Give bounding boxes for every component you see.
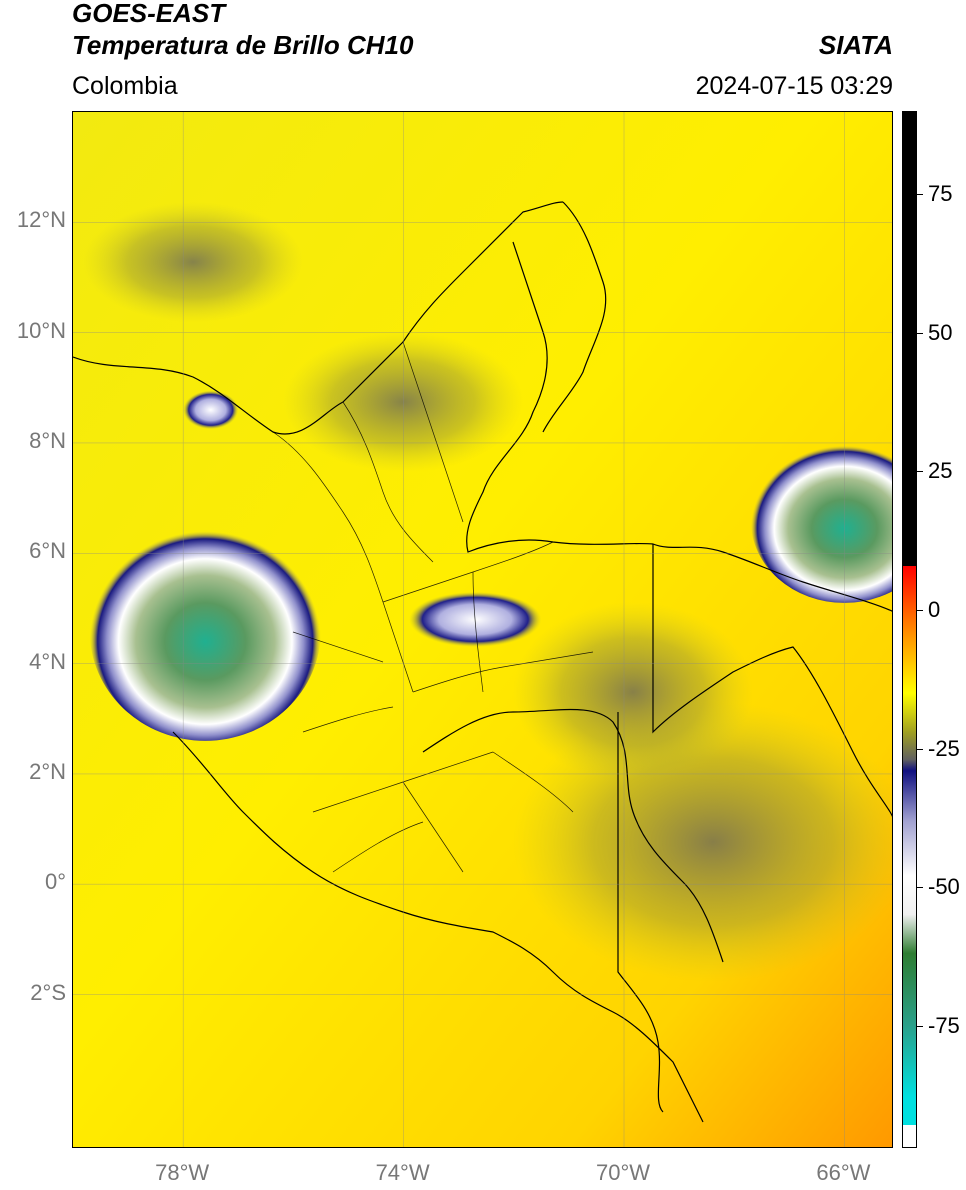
lat-label: 10°N (16, 317, 66, 343)
lat-label: 8°N (29, 427, 66, 453)
map-panel[interactable] (72, 111, 893, 1148)
colorbar-tick-mark (917, 748, 923, 750)
lon-label: 74°W (375, 1160, 430, 1185)
brightness-temperature-map (73, 112, 892, 1147)
lon-label: 78°W (155, 1160, 210, 1185)
region-label: Colombia (72, 72, 178, 100)
border-amazonas (422, 708, 724, 963)
colorbar-tick-label: 50 (928, 319, 953, 345)
cloud-layer (89, 390, 892, 741)
colorbar-tick-label: -25 (928, 735, 960, 761)
coast-caribbean (73, 201, 564, 435)
product-title: Temperatura de Brillo CH10 (72, 30, 414, 60)
colorbar-tick-mark (917, 887, 923, 889)
colorbar-tick-mark (917, 332, 923, 334)
haze-caribbean (83, 202, 303, 322)
border-lines (73, 201, 892, 1123)
haze-north (283, 332, 523, 472)
lat-label: 12°N (16, 207, 66, 233)
border-ecuador-peru (172, 731, 704, 1123)
lon-label: 66°W (816, 1160, 871, 1185)
haze-llanos (513, 602, 753, 782)
border-guajira (542, 201, 607, 433)
colorbar (902, 111, 917, 1148)
colorbar-tick-mark (917, 1026, 923, 1027)
lat-label: 2°S (30, 979, 66, 1005)
agency-label: SIATA (818, 30, 893, 60)
colorbar-tick-label: 0 (928, 597, 941, 623)
graticule (73, 112, 892, 1147)
border-venezuela (466, 241, 892, 612)
lat-label: 0° (44, 869, 66, 895)
lat-label: 2°N (29, 758, 66, 784)
lat-label: 6°N (29, 538, 66, 564)
colorbar-tick-mark (917, 471, 923, 473)
border-guainia (652, 544, 892, 818)
colorbar-tick-label: -50 (928, 874, 960, 900)
lat-label: 4°N (29, 648, 66, 674)
datetime-label: 2024-07-15 03:29 (695, 72, 893, 100)
colorbar-tick-label: 75 (928, 181, 953, 207)
satellite-title: GOES-EAST (72, 0, 226, 28)
pacific-large-cloud (89, 520, 321, 741)
colorbar-tick-label: -75 (928, 1013, 960, 1038)
gulf-uraba-cloud (183, 390, 239, 430)
colorbar-tick-label: 25 (928, 458, 953, 484)
colorbar-tick-mark (917, 194, 923, 196)
venezuela-east-cloud (750, 437, 892, 603)
department-lines (272, 341, 594, 873)
colorbar-tick-mark (917, 610, 923, 612)
lon-label: 70°W (595, 1160, 651, 1185)
border-brazil (617, 712, 664, 1113)
